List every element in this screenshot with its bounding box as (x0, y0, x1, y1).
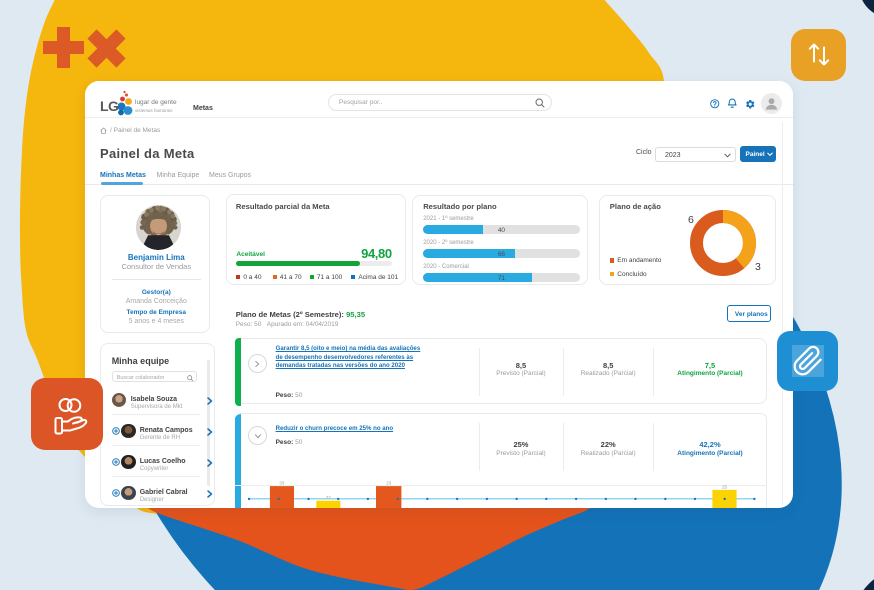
svg-text:22: 22 (326, 495, 332, 500)
svg-text:25: 25 (722, 484, 728, 489)
svg-text:23: 23 (386, 481, 392, 486)
svg-text:33: 33 (279, 481, 285, 486)
